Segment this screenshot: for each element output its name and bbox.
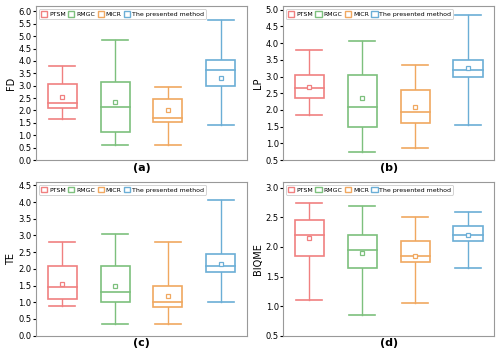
Y-axis label: BIQME: BIQME — [253, 243, 263, 275]
Bar — [454, 226, 482, 241]
Bar — [100, 82, 130, 132]
Bar — [348, 235, 377, 268]
Bar — [206, 60, 236, 86]
X-axis label: (c): (c) — [133, 338, 150, 348]
X-axis label: (d): (d) — [380, 338, 398, 348]
Legend: PTSM, RMGC, MICR, The presented method: PTSM, RMGC, MICR, The presented method — [286, 10, 454, 19]
Bar — [154, 99, 182, 122]
Legend: PTSM, RMGC, MICR, The presented method: PTSM, RMGC, MICR, The presented method — [39, 185, 206, 195]
Bar — [348, 75, 377, 127]
X-axis label: (a): (a) — [132, 163, 150, 173]
Bar — [454, 60, 482, 76]
Y-axis label: TE: TE — [6, 253, 16, 265]
Bar — [400, 241, 430, 262]
Bar — [48, 266, 76, 299]
Legend: PTSM, RMGC, MICR, The presented method: PTSM, RMGC, MICR, The presented method — [39, 10, 206, 19]
Bar — [154, 286, 182, 307]
Bar — [100, 266, 130, 302]
Bar — [295, 75, 324, 98]
Bar — [295, 221, 324, 256]
Bar — [206, 254, 236, 272]
Bar — [400, 90, 430, 123]
X-axis label: (b): (b) — [380, 163, 398, 173]
Y-axis label: FD: FD — [6, 76, 16, 90]
Bar — [48, 85, 76, 108]
Legend: PTSM, RMGC, MICR, The presented method: PTSM, RMGC, MICR, The presented method — [286, 185, 454, 195]
Y-axis label: LP: LP — [253, 78, 263, 89]
